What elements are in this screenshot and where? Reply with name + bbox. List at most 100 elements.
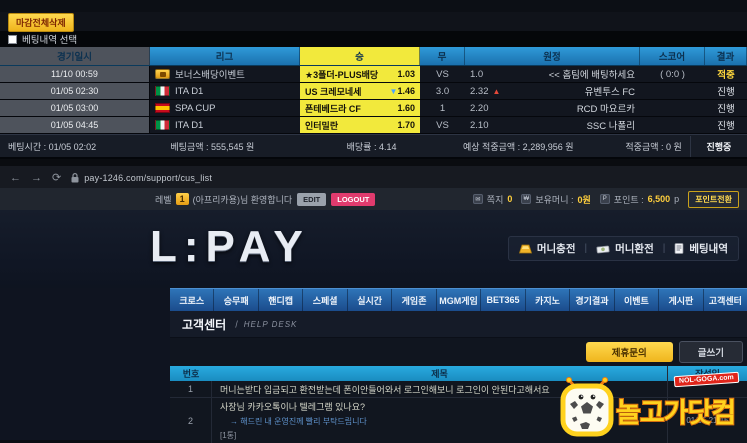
- league-cell: SPA CUP: [150, 100, 300, 116]
- home-pick-cell[interactable]: 폰테베드라 CF 1.60: [300, 100, 420, 116]
- edit-button[interactable]: EDIT: [297, 192, 327, 206]
- point-label: 포인트 :: [613, 194, 644, 205]
- post-date: [667, 381, 747, 397]
- post-number: 1: [170, 381, 212, 397]
- nav-board[interactable]: 게시판: [659, 289, 704, 311]
- money-label: 보유머니 :: [535, 194, 574, 205]
- user-bar: 레벨 1 (아프리카용)님 환영합니다 EDIT LOGOUT ✉ 쪽지 0 ₩…: [0, 188, 747, 210]
- nav-special[interactable]: 스페셜: [303, 289, 348, 311]
- money-icon: ₩: [521, 194, 532, 204]
- result-badge: 진행: [717, 87, 735, 98]
- main-nav: 크로스 승무패 핸디캡 스페셜 실시간 게임존 MGM게임 BET365 카지노…: [170, 288, 747, 311]
- logout-button[interactable]: LOGOUT: [331, 192, 376, 206]
- receipt-icon: [675, 243, 684, 254]
- nav-helpdesk[interactable]: 고객센터: [708, 295, 742, 306]
- league-name: SPA CUP: [175, 102, 216, 114]
- bet-row[interactable]: 01/05 02:30 ITA D1 US 크레모네세 ▼1.46 3.0 2.…: [0, 83, 747, 100]
- draw-cell: VS: [436, 119, 449, 131]
- home-pick-cell[interactable]: ★3폴더-PLUS배당 1.03: [300, 66, 420, 82]
- top-strip: [0, 0, 747, 12]
- banknote-icon: [596, 245, 610, 253]
- select-all-checkbox[interactable]: [8, 34, 17, 44]
- money-exchange-link[interactable]: 머니환전: [596, 241, 654, 256]
- partner-inquiry-button[interactable]: 제휴문의: [585, 342, 673, 362]
- nav-live[interactable]: 실시간: [348, 289, 393, 311]
- nav-event[interactable]: 이벤트: [615, 289, 660, 311]
- money-chip: ₩ 보유머니 : 0원: [521, 193, 591, 206]
- bet-table-header: 경기일시 리그 승 무 원정 스코어 결과: [0, 47, 747, 66]
- home-name: 폰테베드라 CF: [305, 103, 361, 114]
- delete-all-button[interactable]: 마감전체삭제: [8, 13, 74, 32]
- bet-history-link[interactable]: 베팅내역: [674, 241, 728, 256]
- away-cell: 1.0 << 홈팀에 배팅하세요: [465, 66, 640, 82]
- col-away: 원정: [465, 47, 640, 65]
- post-title[interactable]: 사장님 카카오톡이나 텔레그램 있나요?: [220, 402, 365, 412]
- write-post-button[interactable]: 글쓰기: [678, 341, 743, 363]
- nav-cross[interactable]: 크로스: [170, 289, 215, 311]
- bet-row[interactable]: 11/10 00:59 보너스배당이벤트 ★3폴더-PLUS배당 1.03 VS…: [0, 66, 747, 83]
- post-title[interactable]: 머니는받다 입금되고 환전받는데 폰이안들어와서 로그인해보니 로그인이 안된다…: [220, 384, 550, 395]
- nav-mgm[interactable]: MGM게임: [437, 289, 482, 311]
- bet-row[interactable]: 01/05 03:00 SPA CUP 폰테베드라 CF 1.60 1 2.20…: [0, 100, 747, 117]
- away-cell: 2.32 ▲ 유벤투스 FC: [465, 83, 640, 99]
- home-pick-cell[interactable]: US 크레모네세 ▼1.46: [300, 83, 420, 99]
- away-odds: 2.32: [470, 85, 489, 97]
- league-cell: 보너스배당이벤트: [150, 66, 300, 82]
- nav-winlose[interactable]: 승무패: [214, 289, 259, 311]
- help-board: 번호 제목 작성일 1 머니는받다 입금되고 환전받는데 폰이안들어와서 로그인…: [170, 366, 747, 443]
- message-icon: ✉: [472, 194, 483, 204]
- quick-link-label: 베팅내역: [689, 243, 728, 255]
- total-odds: 배당률 : 4.14: [346, 141, 397, 152]
- col-home: 승: [300, 47, 420, 65]
- score-cell: [640, 117, 705, 133]
- bet-row[interactable]: 01/05 04:45 ITA D1 인터밀란 1.70 VS 2.10 SSC…: [0, 117, 747, 134]
- odds-up-icon: ▲: [492, 86, 501, 96]
- nav-results[interactable]: 경기결과: [570, 289, 615, 311]
- nav-bet365[interactable]: BET365: [481, 289, 526, 311]
- lpay-logo[interactable]: L:PAY: [150, 222, 310, 271]
- away-odds: 2.20: [470, 102, 489, 114]
- odds-down-icon: ▼: [389, 86, 398, 96]
- page-title-bar: 고객센터 ㅣ HELP DESK: [170, 311, 747, 338]
- post-reply: → 해드린 내 운영진께 빨리 부탁드립니다: [230, 417, 367, 426]
- board-row[interactable]: 1 머니는받다 입금되고 환전받는데 폰이안들어와서 로그인해보니 로그인이 안…: [170, 381, 747, 398]
- home-odds: 1.03: [397, 69, 415, 79]
- bet-time: 베팅시간 : 01/05 02:02: [8, 141, 97, 152]
- money-charge-link[interactable]: 머니충전: [518, 241, 576, 256]
- quick-link-label: 머니충전: [536, 243, 576, 255]
- level-badge: 1: [175, 193, 189, 205]
- message-chip[interactable]: ✉ 쪽지 0: [472, 193, 513, 206]
- money-value: 0원: [577, 194, 591, 205]
- board-row[interactable]: 2 사장님 카카오톡이나 텔레그램 있나요? → 해드린 내 운영진께 빨리 부…: [170, 398, 747, 443]
- refresh-icon[interactable]: ⟳: [52, 171, 62, 184]
- col-number: 번호: [182, 369, 200, 379]
- col-title: 제목: [431, 369, 448, 379]
- lpay-site: 레벨 1 (아프리카용)님 환영합니다 EDIT LOGOUT ✉ 쪽지 0 ₩…: [0, 188, 747, 443]
- user-bar-right: ✉ 쪽지 0 ₩ 보유머니 : 0원 P 포인트 : 6,500 p 포인트전환: [472, 190, 739, 208]
- home-odds: 1.70: [397, 120, 415, 130]
- nav-gamezone[interactable]: 게임존: [392, 289, 437, 311]
- result-badge: 적중: [717, 70, 735, 81]
- address-bar[interactable]: pay-1246.com/support/cus_list: [71, 173, 212, 183]
- home-odds: 1.46: [397, 85, 415, 96]
- col-draw: 무: [420, 47, 465, 65]
- back-icon[interactable]: ←: [10, 171, 21, 184]
- forward-icon[interactable]: →: [31, 171, 42, 184]
- point-icon: P: [599, 194, 610, 204]
- col-date: 작성일: [667, 366, 747, 381]
- message-count: 0: [507, 194, 513, 204]
- spain-flag: [155, 103, 170, 113]
- home-odds: 1.60: [397, 103, 415, 113]
- nav-casino[interactable]: 카지노: [526, 289, 571, 311]
- league-cell: ITA D1: [150, 83, 300, 99]
- home-name: ★3폴더-PLUS배당: [305, 69, 379, 80]
- home-pick-cell[interactable]: 인터밀란 1.70: [300, 117, 420, 133]
- point-convert-button[interactable]: 포인트전환: [688, 190, 739, 208]
- browser-chrome: ← → ⟳ pay-1246.com/support/cus_list: [0, 157, 747, 188]
- nav-handicap[interactable]: 핸디캡: [259, 289, 304, 311]
- point-unit: p: [674, 194, 680, 204]
- away-name: RCD 마요르카: [576, 104, 635, 115]
- quick-links: 머니충전 | 머니환전 | 베팅내역: [507, 236, 739, 261]
- post-number: 2: [170, 398, 212, 443]
